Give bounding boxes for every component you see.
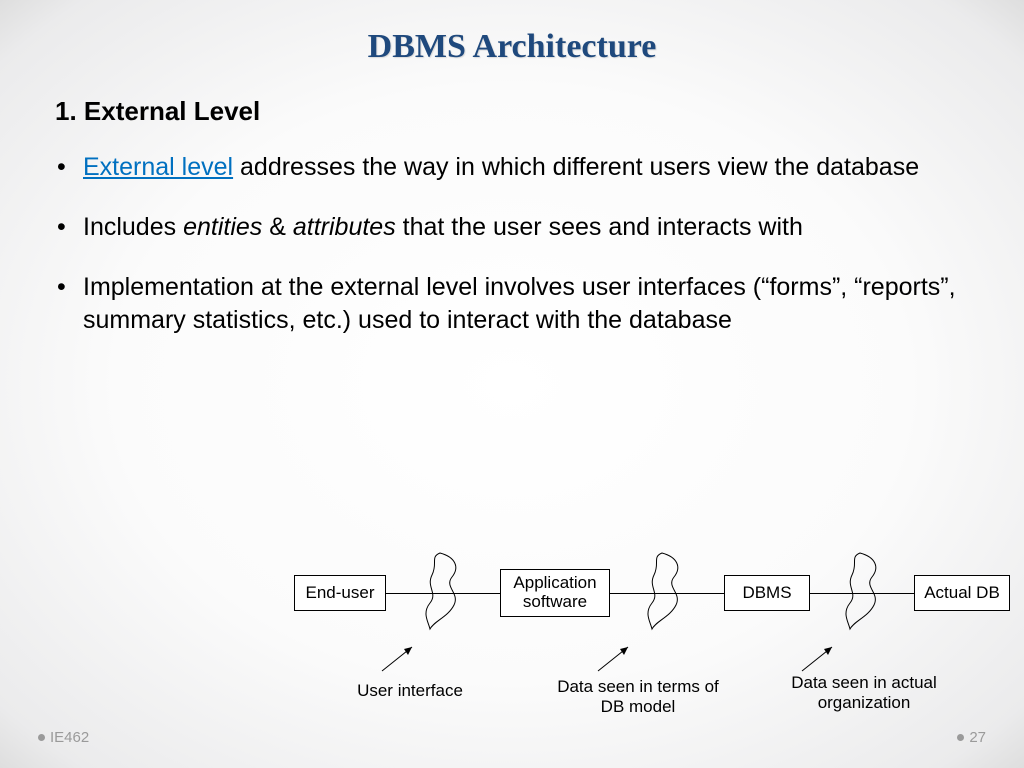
bullet-2-pre: Includes (83, 213, 183, 241)
caption-db-model: Data seen in terms of DB model (548, 677, 728, 716)
connector-1 (386, 593, 500, 594)
slide-title: DBMS Architecture (0, 0, 1024, 66)
footer-course-code: IE462 (38, 729, 89, 746)
footer-dot-icon (38, 734, 45, 741)
arrow-2 (594, 643, 634, 673)
footer-left-text: IE462 (50, 729, 89, 746)
box-dbms: DBMS (724, 575, 810, 611)
architecture-diagram: End-user Application software DBMS Actua… (280, 565, 1000, 735)
box-end-user: End-user (294, 575, 386, 611)
box-actual-db: Actual DB (914, 575, 1010, 611)
bullet-2-entities: entities (183, 213, 262, 241)
separator-blob-1 (420, 551, 470, 631)
bullet-1-text: addresses the way in which different use… (233, 153, 919, 181)
footer-dot-icon (957, 734, 964, 741)
section-heading: 1. External Level (55, 96, 984, 127)
bullet-2-attributes: attributes (293, 213, 396, 241)
bullet-2-rest: that the user sees and interacts with (396, 213, 803, 241)
footer-page-number: 27 (957, 729, 986, 746)
bullet-2-amp: & (262, 213, 293, 241)
bullet-2: Includes entities & attributes that the … (55, 211, 984, 245)
caption-user-interface: User interface (340, 681, 480, 701)
arrow-3 (798, 643, 838, 673)
external-level-link[interactable]: External level (83, 153, 233, 181)
footer-right-text: 27 (969, 729, 986, 746)
separator-blob-3 (840, 551, 890, 631)
bullet-3: Implementation at the external level inv… (55, 271, 984, 339)
caption-actual-org: Data seen in actual organization (774, 673, 954, 712)
separator-blob-2 (642, 551, 692, 631)
box-application-software: Application software (500, 569, 610, 617)
connector-3 (810, 593, 914, 594)
arrow-1 (378, 643, 418, 673)
connector-2 (610, 593, 724, 594)
bullet-list: External level addresses the way in whic… (55, 151, 984, 338)
bullet-1: External level addresses the way in whic… (55, 151, 984, 185)
slide-body: 1. External Level External level address… (0, 66, 1024, 338)
